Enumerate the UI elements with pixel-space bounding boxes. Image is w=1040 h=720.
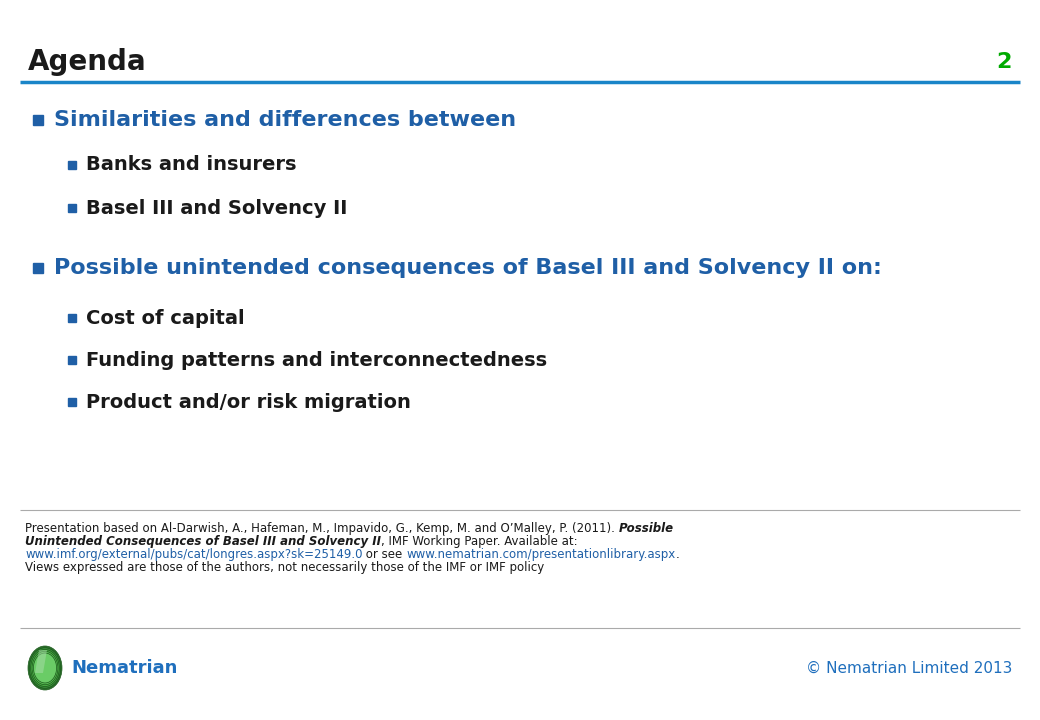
Text: www.nematrian.com/presentationlibrary.aspx: www.nematrian.com/presentationlibrary.as… [407, 548, 676, 561]
Bar [33, 115, 43, 125]
Text: © Nematrian Limited 2013: © Nematrian Limited 2013 [806, 660, 1012, 675]
Text: www.imf.org/external/pubs/cat/longres.aspx?sk=25149.0: www.imf.org/external/pubs/cat/longres.as… [25, 548, 363, 561]
Bar [68, 314, 76, 322]
Bar [33, 263, 43, 273]
Text: Unintended Consequences of Basel III and Solvency II: Unintended Consequences of Basel III and… [25, 535, 381, 548]
Ellipse shape [31, 649, 59, 686]
Ellipse shape [29, 648, 60, 688]
Bar [68, 398, 76, 406]
Polygon shape [35, 650, 47, 673]
Text: Basel III and Solvency II: Basel III and Solvency II [86, 199, 347, 217]
Text: Funding patterns and interconnectedness: Funding patterns and interconnectedness [86, 351, 547, 369]
Text: .: . [676, 548, 679, 561]
Bar [68, 204, 76, 212]
Ellipse shape [32, 652, 58, 685]
Text: Possible unintended consequences of Basel III and Solvency II on:: Possible unintended consequences of Base… [54, 258, 882, 278]
Ellipse shape [33, 653, 56, 683]
Text: Agenda: Agenda [28, 48, 147, 76]
Text: Similarities and differences between: Similarities and differences between [54, 110, 516, 130]
Text: Product and/or risk migration: Product and/or risk migration [86, 392, 411, 412]
Text: Presentation based on Al-Darwish, A., Hafeman, M., Impavido, G., Kemp, M. and O’: Presentation based on Al-Darwish, A., Ha… [25, 522, 619, 535]
Bar [68, 161, 76, 169]
Text: Banks and insurers: Banks and insurers [86, 156, 296, 174]
Bar [68, 356, 76, 364]
Text: Nematrian: Nematrian [71, 659, 178, 677]
Text: Possible: Possible [619, 522, 674, 535]
Text: Views expressed are those of the authors, not necessarily those of the IMF or IM: Views expressed are those of the authors… [25, 561, 544, 574]
Text: or see: or see [363, 548, 407, 561]
Ellipse shape [28, 646, 62, 690]
Text: 2: 2 [996, 52, 1012, 72]
Text: Cost of capital: Cost of capital [86, 308, 244, 328]
Text: , IMF Working Paper. Available at:: , IMF Working Paper. Available at: [381, 535, 577, 548]
